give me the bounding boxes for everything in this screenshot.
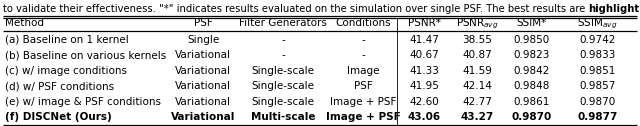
Text: 0.9742: 0.9742 [579,35,616,45]
Text: Image + PSF: Image + PSF [330,97,396,107]
Text: Single-scale: Single-scale [252,97,314,107]
Text: Conditions: Conditions [335,19,391,28]
Text: to validate their effectiveness. "*" indicates results evaluated on the simulati: to validate their effectiveness. "*" ind… [3,4,589,14]
Text: 0.9851: 0.9851 [579,66,616,76]
Text: 0.9850: 0.9850 [513,35,550,45]
Text: Variational: Variational [175,51,231,60]
Text: -: - [281,35,285,45]
Text: Variational: Variational [175,66,231,76]
Text: Image: Image [347,66,380,76]
Text: PSF: PSF [194,19,212,28]
Text: 42.14: 42.14 [463,82,492,91]
Text: Single-scale: Single-scale [252,66,314,76]
Text: 0.9842: 0.9842 [513,66,550,76]
Text: 41.33: 41.33 [409,66,439,76]
Text: (d) w/ PSF conditions: (d) w/ PSF conditions [5,82,114,91]
Text: -: - [361,51,365,60]
Text: 0.9861: 0.9861 [513,97,550,107]
Text: (a) Baseline on 1 kernel: (a) Baseline on 1 kernel [5,35,129,45]
Text: PSF: PSF [354,82,372,91]
Text: 41.95: 41.95 [409,82,439,91]
Text: Image + PSF: Image + PSF [326,113,401,122]
Text: Single: Single [187,35,219,45]
Text: 40.67: 40.67 [409,51,439,60]
Text: SSIM*: SSIM* [516,19,547,28]
Text: Method: Method [5,19,44,28]
Text: 0.9870: 0.9870 [511,113,552,122]
Text: Single-scale: Single-scale [252,82,314,91]
Text: PSNR*: PSNR* [408,19,440,28]
Text: 41.59: 41.59 [463,66,492,76]
Text: (c) w/ image conditions: (c) w/ image conditions [5,66,127,76]
Text: to validate their effectiveness. "*" indicates results evaluated on the simulati: to validate their effectiveness. "*" ind… [3,4,589,14]
Text: 42.77: 42.77 [463,97,492,107]
Text: highlight.: highlight. [589,4,640,14]
Text: 41.47: 41.47 [409,35,439,45]
Text: PSNR$_{avg}$: PSNR$_{avg}$ [456,16,499,31]
Text: -: - [281,51,285,60]
Text: 40.87: 40.87 [463,51,492,60]
Text: Variational: Variational [175,82,231,91]
Text: 0.9833: 0.9833 [579,51,616,60]
Text: (e) w/ image & PSF conditions: (e) w/ image & PSF conditions [5,97,161,107]
Text: 0.9848: 0.9848 [513,82,550,91]
Text: 0.9870: 0.9870 [579,97,616,107]
Text: -: - [361,35,365,45]
Text: Filter Generators: Filter Generators [239,19,327,28]
Text: 0.9877: 0.9877 [577,113,618,122]
Text: SSIM$_{avg}$: SSIM$_{avg}$ [577,16,618,31]
Text: 42.60: 42.60 [409,97,439,107]
Text: 38.55: 38.55 [463,35,492,45]
Text: 43.27: 43.27 [461,113,494,122]
Text: 0.9823: 0.9823 [513,51,550,60]
Text: (f) DISCNet (Ours): (f) DISCNet (Ours) [5,113,112,122]
Text: Variational: Variational [171,113,235,122]
Text: (b) Baseline on various kernels: (b) Baseline on various kernels [5,51,166,60]
Text: Multi-scale: Multi-scale [251,113,316,122]
Text: 0.9857: 0.9857 [579,82,616,91]
Text: Variational: Variational [175,97,231,107]
Text: 43.06: 43.06 [408,113,440,122]
